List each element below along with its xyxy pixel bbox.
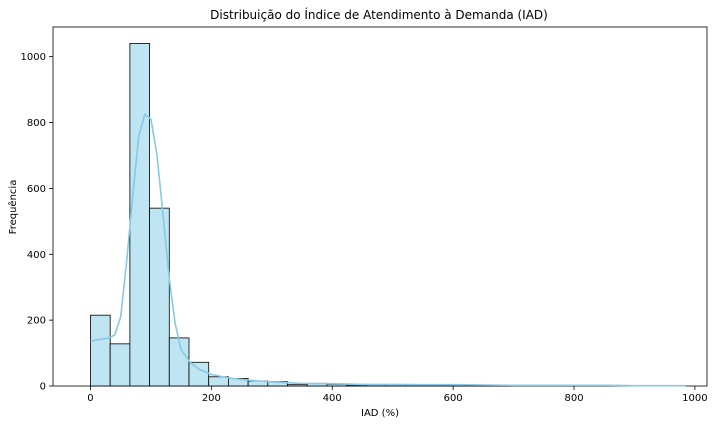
histogram-bar <box>129 43 150 387</box>
y-tick-label: 400 <box>27 250 46 261</box>
histogram-bar <box>168 337 190 387</box>
x-axis-label: IAD (%) <box>361 408 399 419</box>
y-tick-label: 600 <box>27 184 46 195</box>
histogram-bar <box>109 343 131 387</box>
x-axis-ticks: 0 200 400 600 800 1000 <box>87 386 708 404</box>
y-axis-ticks: 0 200 400 600 800 1000 <box>21 52 53 393</box>
histogram-bars <box>90 43 683 387</box>
chart-title: Distribuição do Índice de Atendimento à … <box>210 7 548 22</box>
y-tick-label: 1000 <box>21 52 46 63</box>
kde-curve <box>90 112 686 387</box>
histogram-bar <box>287 384 308 387</box>
y-axis-label: Frequência <box>7 180 19 235</box>
y-tick-label: 0 <box>40 382 46 393</box>
x-tick-label: 400 <box>323 393 342 404</box>
histogram-bar <box>188 361 210 387</box>
x-tick-label: 0 <box>87 393 93 404</box>
y-tick-label: 800 <box>27 118 46 129</box>
x-tick-label: 600 <box>444 393 463 404</box>
histogram-bar <box>149 207 170 387</box>
x-tick-label: 800 <box>564 393 583 404</box>
histogram-bar <box>90 314 111 387</box>
histogram-bar <box>208 376 229 387</box>
x-tick-label: 1000 <box>682 393 707 404</box>
x-tick-label: 200 <box>202 393 221 404</box>
y-tick-label: 200 <box>27 316 46 327</box>
